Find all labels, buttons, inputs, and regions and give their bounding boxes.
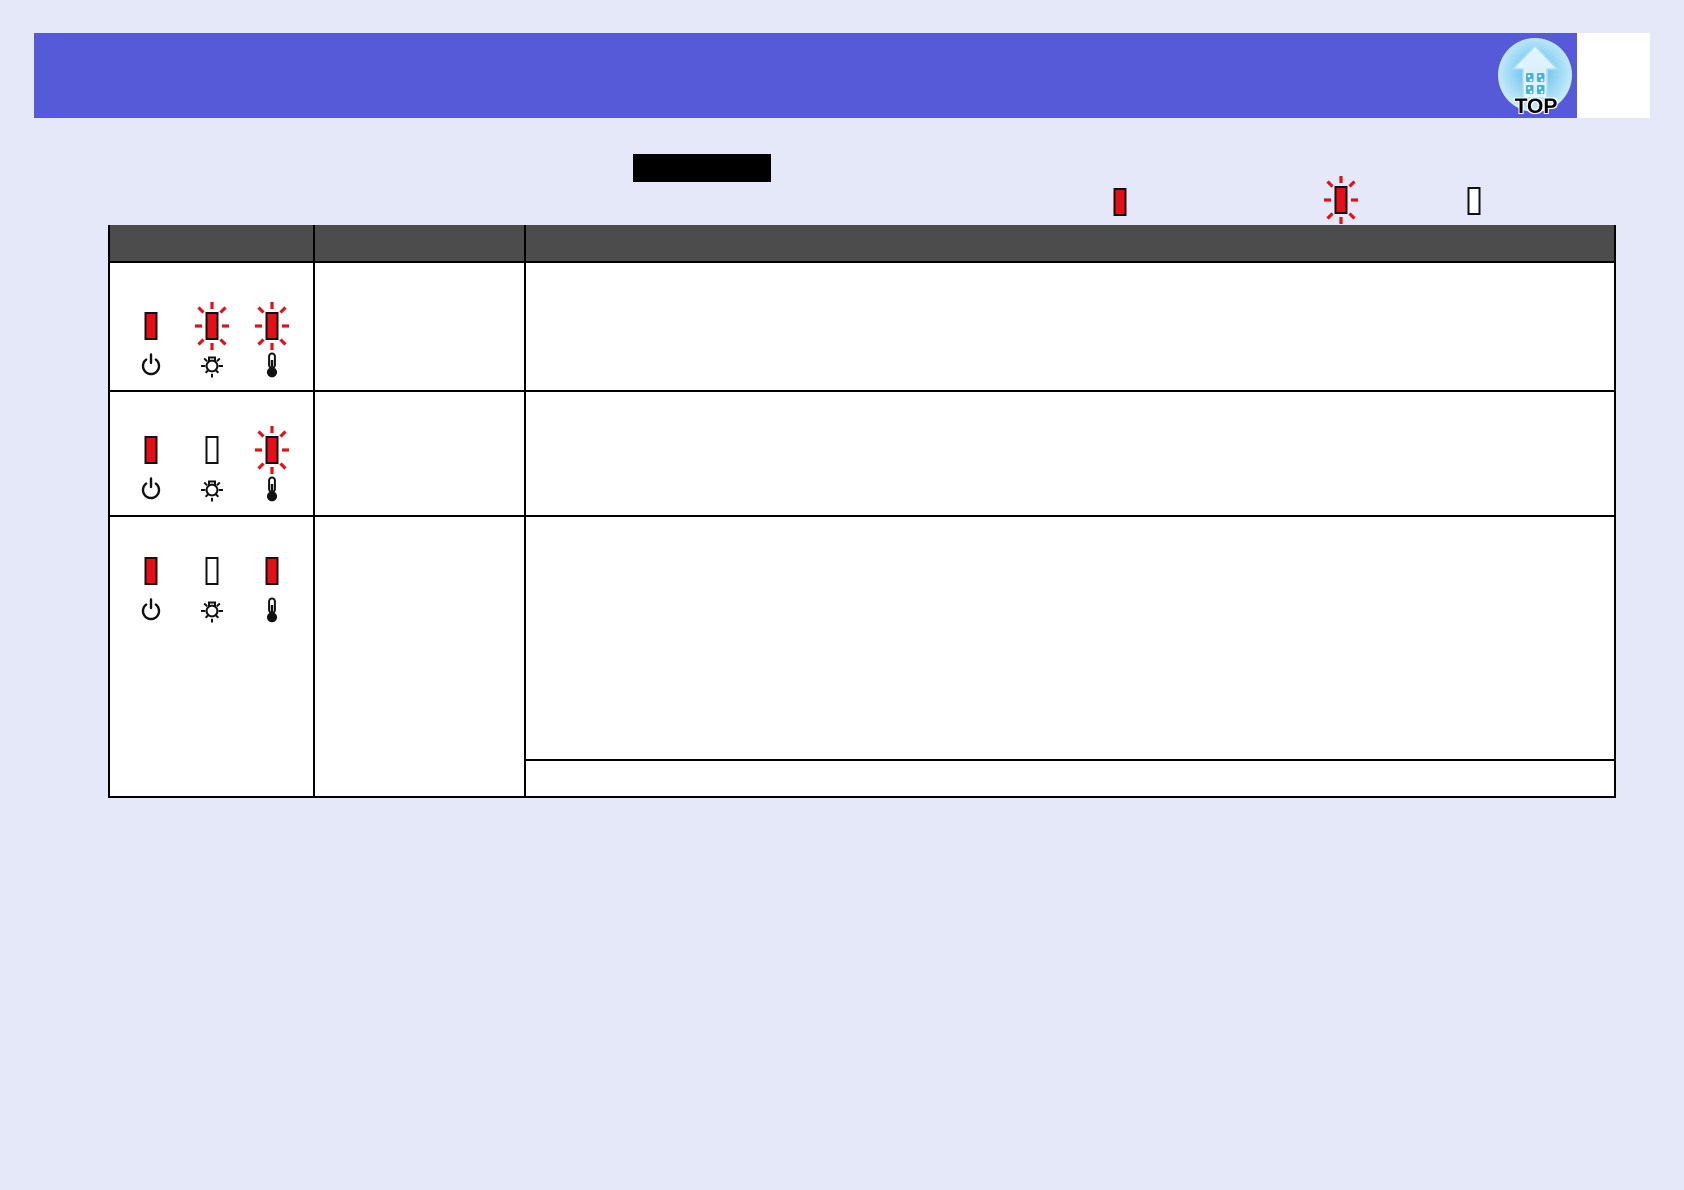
- power-indicator-lit: [129, 423, 173, 505]
- top-button[interactable]: TOP: [1496, 35, 1576, 123]
- indicator-state-off: [190, 544, 234, 605]
- indicator-state-flashing: [190, 299, 234, 360]
- lamp-indicator-off: [190, 423, 234, 505]
- row-divider-1: [110, 390, 1614, 392]
- lamp-indicator-flashing: [190, 299, 234, 381]
- status-table: [108, 225, 1616, 798]
- temp-indicator-flashing: [250, 423, 294, 505]
- power-indicator-lit: [129, 299, 173, 381]
- temp-indicator-lit: [250, 544, 294, 626]
- power-indicator-lit: [129, 544, 173, 626]
- lamp-indicator-off: [190, 544, 234, 626]
- power-icon: [138, 352, 164, 383]
- indicator-state-off: [190, 423, 234, 484]
- indicator-state-lit: [129, 299, 173, 360]
- header-bar: [34, 33, 1577, 118]
- indicator-state-flashing: [250, 299, 294, 360]
- indicator-flashing-icon: [1319, 173, 1363, 229]
- indicator-state-lit: [129, 423, 173, 484]
- temp-icon: [259, 597, 285, 628]
- temp-indicator-flashing: [250, 299, 294, 381]
- power-icon: [138, 476, 164, 507]
- top-button-label: TOP: [1514, 95, 1558, 118]
- table-header-row: [110, 225, 1614, 263]
- section-label-box: [633, 154, 771, 182]
- temp-icon: [259, 352, 285, 383]
- row-divider-2: [110, 515, 1614, 517]
- lamp-icon: [199, 597, 225, 628]
- indicator-lit-icon: [1098, 175, 1142, 231]
- lamp-icon: [199, 352, 225, 383]
- indicator-off-icon: [1452, 174, 1496, 230]
- column-divider-1: [313, 225, 315, 796]
- temp-icon: [259, 476, 285, 507]
- lamp-icon: [199, 476, 225, 507]
- power-icon: [138, 597, 164, 628]
- indicator-state-flashing: [250, 423, 294, 484]
- subrow-divider: [524, 759, 1614, 761]
- column-divider-2: [524, 225, 526, 796]
- indicator-state-lit: [129, 544, 173, 605]
- page-number-box: [1577, 33, 1650, 118]
- indicator-state-lit: [250, 544, 294, 605]
